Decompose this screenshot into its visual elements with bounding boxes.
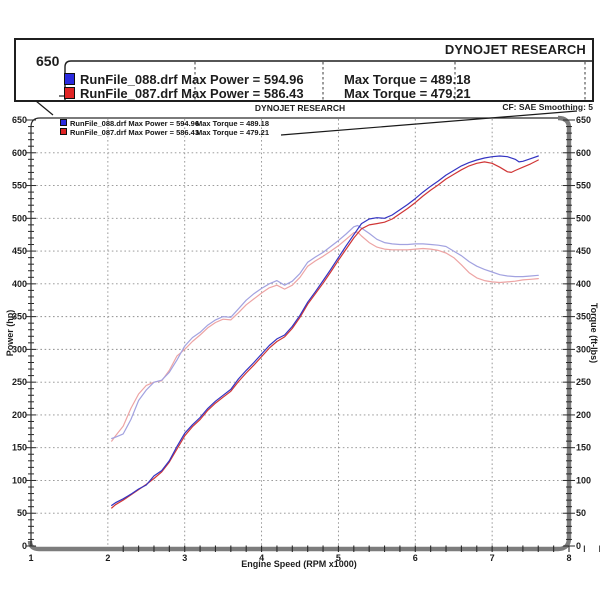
svg-text:50: 50 [576, 508, 586, 518]
axis-ticks [26, 119, 600, 552]
svg-text:250: 250 [12, 377, 27, 387]
magnifier-run-power-label: RunFile_088.drf Max Power = 594.96 [80, 72, 304, 87]
svg-text:5: 5 [336, 553, 341, 563]
svg-text:450: 450 [12, 246, 27, 256]
svg-text:550: 550 [576, 181, 591, 191]
svg-text:600: 600 [576, 148, 591, 158]
svg-text:300: 300 [12, 344, 27, 354]
magnifier-axis-art [59, 60, 592, 100]
svg-text:7: 7 [490, 553, 495, 563]
magnifier-torque-label: Max Torque = 479.21 [344, 86, 471, 101]
legend-color-swatch [64, 73, 75, 85]
svg-text:400: 400 [12, 279, 27, 289]
svg-text:600: 600 [12, 148, 27, 158]
svg-text:6: 6 [413, 553, 418, 563]
svg-text:150: 150 [576, 443, 591, 453]
svg-text:0: 0 [22, 541, 27, 551]
curve-power_087 [111, 159, 539, 509]
correction-smoothing-label: CF: SAE Smoothing: 5 [502, 102, 593, 112]
svg-text:150: 150 [12, 443, 27, 453]
magnifier-run-power-label: RunFile_087.drf Max Power = 586.43 [80, 86, 304, 101]
svg-text:200: 200 [12, 410, 27, 420]
svg-text:650: 650 [12, 115, 27, 125]
magnifier-legend-row: RunFile_087.drf Max Power = 586.43 Max To… [64, 87, 471, 101]
left-axis-title: Power (hp) [5, 310, 15, 357]
svg-text:4: 4 [259, 553, 264, 563]
gridlines [32, 119, 568, 545]
svg-text:0: 0 [576, 541, 581, 551]
curve-torque_087 [111, 231, 539, 442]
svg-text:200: 200 [576, 410, 591, 420]
magnifier-legend-row: RunFile_088.drf Max Power = 594.96 Max To… [64, 73, 471, 87]
plot-legend-row: RunFile_088.drf Max Power = 594.96Max To… [60, 119, 269, 128]
svg-text:8: 8 [566, 553, 571, 563]
plot-legend: RunFile_088.drf Max Power = 594.96Max To… [60, 119, 269, 137]
svg-text:1: 1 [28, 553, 33, 563]
right-axis-title: Torque (ft-lbs) [589, 303, 599, 363]
legend-torque-label: Max Torque = 489.18 [196, 119, 270, 128]
svg-text:50: 50 [17, 508, 27, 518]
svg-text:2: 2 [105, 553, 110, 563]
legend-color-swatch [60, 128, 67, 135]
magnifier-axis-tick-label: 650 [36, 53, 60, 69]
magnifier-header: DYNOJET RESEARCH [444, 42, 586, 57]
svg-text:500: 500 [12, 213, 27, 223]
svg-text:400: 400 [576, 279, 591, 289]
legend-color-swatch [60, 119, 67, 126]
svg-text:100: 100 [12, 475, 27, 485]
svg-text:300: 300 [576, 344, 591, 354]
curve-power_088 [111, 155, 539, 506]
svg-text:550: 550 [12, 181, 27, 191]
svg-text:350: 350 [12, 312, 27, 322]
dyno-curves [111, 155, 539, 509]
svg-text:500: 500 [576, 213, 591, 223]
legend-run-label: RunFile_088.drf Max Power = 594.96 [70, 119, 200, 128]
chart-title: DYNOJET RESEARCH [254, 103, 346, 113]
legend-torque-label: Max Torque = 479.21 [196, 128, 270, 137]
axis-titles: Power (hp) Torque (ft-lbs) Engine Speed (R… [5, 303, 599, 569]
legend-run-label: RunFile_087.drf Max Power = 586.43 [70, 128, 200, 137]
svg-text:450: 450 [576, 246, 591, 256]
magnifier-torque-label: Max Torque = 489.18 [344, 72, 471, 87]
svg-text:3: 3 [182, 553, 187, 563]
curve-torque_088 [111, 224, 539, 440]
legend-color-swatch [64, 87, 75, 99]
svg-text:650: 650 [576, 115, 591, 125]
tick-labels: 0 0 50 50 100 100 150 150 200 200 250 250 300 300 350 3… [12, 115, 591, 563]
plot-frame [27, 115, 572, 552]
svg-text:100: 100 [576, 475, 591, 485]
magnifier-legend-rows: RunFile_088.drf Max Power = 594.96 Max To… [64, 73, 471, 101]
magnifier-callout-box: DYNOJET RESEARCH 650 RunFile_088.drf Max… [14, 38, 594, 102]
svg-text:350: 350 [576, 312, 591, 322]
plot-legend-row: RunFile_087.drf Max Power = 586.43Max To… [60, 128, 269, 137]
svg-text:250: 250 [576, 377, 591, 387]
x-axis-title: Engine Speed (RPM x1000) [241, 559, 357, 569]
